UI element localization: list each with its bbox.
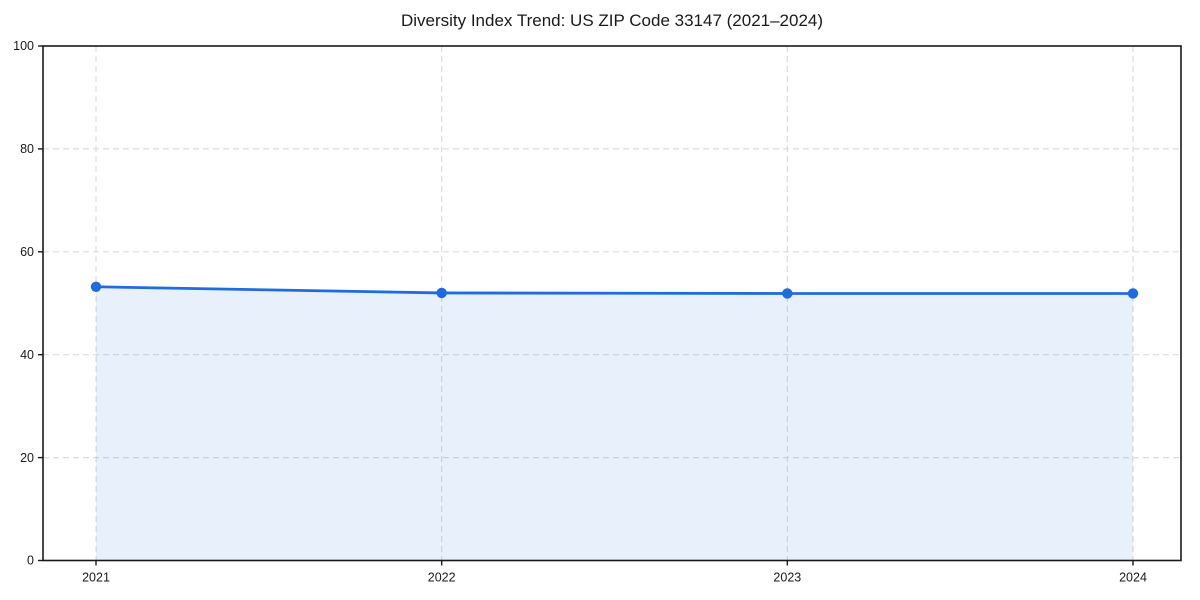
y-tick-label-0: 0: [27, 554, 34, 568]
y-tick-label-100: 100: [13, 39, 34, 53]
area-fill: [96, 286, 1133, 561]
x-tick-label-2021: 2021: [82, 571, 110, 585]
data-point-2024: [1127, 288, 1139, 299]
x-tick-label-2023: 2023: [773, 571, 801, 585]
data-point-2022: [436, 287, 447, 299]
x-tick-label-2022: 2022: [428, 571, 456, 585]
plot-spines: [42, 45, 1182, 562]
chart-title: Diversity Index Trend: US ZIP Code 33147…: [400, 11, 824, 30]
x-tick-label-2024: 2024: [1119, 571, 1147, 585]
data-point-2023: [782, 288, 793, 299]
trend-line: [95, 285, 1133, 295]
data-point-2021: [90, 281, 102, 292]
y-tick-label-60: 60: [20, 245, 34, 259]
y-tick-label-20: 20: [20, 451, 34, 465]
y-tick-label-40: 40: [20, 348, 34, 362]
y-tick-label-80: 80: [20, 142, 34, 156]
